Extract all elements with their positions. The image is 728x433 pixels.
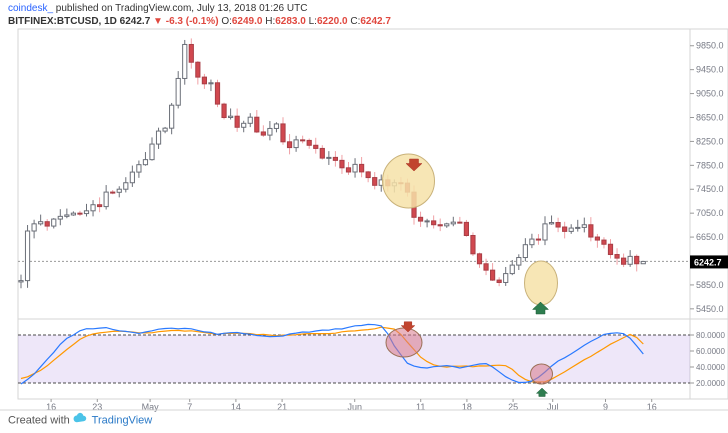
svg-text:9450.0: 9450.0	[696, 65, 724, 75]
svg-text:5450.0: 5450.0	[696, 304, 724, 314]
svg-text:6242.7: 6242.7	[694, 257, 722, 267]
svg-text:6650.0: 6650.0	[696, 232, 724, 242]
svg-text:7050.0: 7050.0	[696, 208, 724, 218]
svg-text:8650.0: 8650.0	[696, 112, 724, 122]
svg-text:9850.0: 9850.0	[696, 41, 724, 51]
svg-text:8250.0: 8250.0	[696, 136, 724, 146]
svg-text:80.0000: 80.0000	[696, 331, 725, 340]
svg-text:5850.0: 5850.0	[696, 280, 724, 290]
svg-text:7450.0: 7450.0	[696, 184, 724, 194]
svg-text:40.0000: 40.0000	[696, 363, 725, 372]
svg-text:20.0000: 20.0000	[696, 379, 725, 388]
svg-text:60.0000: 60.0000	[696, 347, 725, 356]
svg-text:9050.0: 9050.0	[696, 89, 724, 99]
svg-text:7850.0: 7850.0	[696, 160, 724, 170]
